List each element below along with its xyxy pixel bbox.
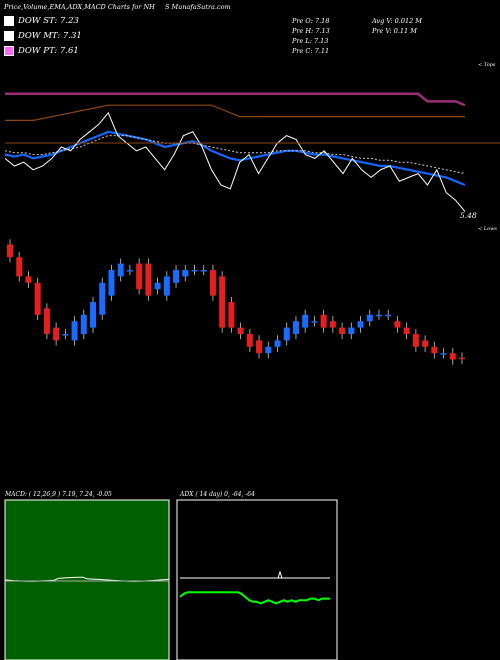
candle-body-40 — [375, 314, 382, 317]
candle-body-26 — [246, 334, 253, 347]
candle-body-27 — [256, 340, 263, 354]
legend-swatch-dow-st — [4, 15, 14, 26]
candle-body-9 — [90, 302, 97, 328]
candle-body-24 — [228, 302, 235, 328]
candle-body-13 — [126, 270, 133, 272]
stat-prev-volume: Pre V: 0.11 M — [372, 27, 417, 35]
candle-body-11 — [108, 270, 115, 296]
macd-panel — [4, 499, 170, 660]
candle-body-18 — [173, 270, 180, 283]
overlay-line-0 — [5, 92, 466, 107]
candle-body-34 — [320, 314, 327, 328]
legend-label-dow-pt: DOW PT: 7.61 — [18, 45, 79, 56]
overlay-line-4 — [4, 111, 466, 212]
candle-body-36 — [339, 327, 346, 334]
price-label: 5.48 — [460, 211, 477, 220]
candle-body-0 — [7, 244, 13, 258]
stat-prev-low: Pre L: 7.13 — [292, 37, 329, 45]
candle-body-47 — [440, 353, 447, 355]
candle-body-49 — [459, 357, 465, 360]
candle-body-28 — [265, 346, 272, 354]
tops-annotation: < Tops — [478, 62, 496, 68]
stat-avg-volume: Avg V: 0.012 M — [372, 17, 422, 25]
candle-body-6 — [62, 334, 69, 336]
candle-body-39 — [366, 314, 373, 322]
ema-overlay-layer — [4, 92, 500, 212]
macd-panel-bg — [4, 499, 170, 660]
chart-title: Price,Volume,EMA,ADX,MACD Charts for NH — [4, 3, 155, 11]
candle-body-30 — [283, 327, 290, 341]
legend-swatch-dow-pt — [4, 45, 14, 56]
adx-spike — [277, 570, 283, 579]
candle-body-46 — [431, 346, 438, 354]
adx-panel-bg — [176, 499, 338, 660]
candle-body-41 — [385, 314, 392, 317]
candle-body-7 — [71, 321, 78, 341]
chart-source: S MunafaSutra.com — [165, 3, 231, 11]
candle-body-8 — [80, 314, 87, 334]
candle-body-42 — [394, 321, 401, 328]
candle-body-1 — [16, 257, 23, 277]
candle-body-3 — [34, 282, 41, 315]
candle-body-25 — [237, 327, 244, 334]
candle-body-23 — [219, 276, 226, 328]
candle-body-43 — [403, 327, 410, 334]
legend-dow-st: DOW ST: 7.23 — [4, 14, 79, 27]
overlay-line-1 — [5, 104, 465, 122]
candlestick-layer — [7, 239, 465, 365]
candle-body-31 — [292, 321, 299, 334]
candle-body-15 — [145, 263, 152, 296]
overlay-line-2 — [4, 130, 466, 187]
candle-body-38 — [357, 321, 364, 328]
legend-dow-pt: DOW PT: 7.61 — [4, 44, 79, 57]
candle-body-12 — [117, 263, 124, 277]
candle-body-16 — [154, 282, 161, 290]
stat-prev-high: Pre H: 7.13 — [292, 27, 330, 35]
candle-body-21 — [200, 270, 207, 272]
legend-label-dow-mt: DOW MT: 7.31 — [18, 30, 82, 41]
overlay-line-3 — [4, 135, 466, 175]
candle-body-10 — [99, 282, 106, 315]
candle-body-2 — [25, 276, 32, 283]
candle-body-33 — [311, 321, 318, 323]
candle-body-48 — [449, 353, 456, 360]
candle-body-35 — [329, 321, 336, 328]
candle-body-29 — [274, 340, 281, 347]
legend-label-dow-st: DOW ST: 7.23 — [18, 15, 79, 26]
candle-body-32 — [302, 314, 309, 328]
candle-body-37 — [348, 327, 355, 334]
adx-title: ADX ( 14 day) 0, -64, -64 — [180, 491, 255, 498]
candle-body-19 — [182, 270, 189, 277]
macd-title: MACD: ( 12,26,9 ) 7.19, 7.24, -0.05 — [5, 491, 112, 498]
adx-panel — [176, 499, 338, 660]
candle-body-44 — [412, 334, 419, 347]
candle-body-14 — [136, 263, 143, 290]
legend-swatch-dow-mt — [4, 30, 14, 41]
candle-body-22 — [209, 270, 216, 296]
candle-body-20 — [191, 270, 198, 272]
candle-body-45 — [422, 340, 429, 347]
stat-prev-open: Pre O: 7.18 — [292, 17, 330, 25]
candle-body-4 — [43, 308, 50, 334]
candle-body-17 — [163, 276, 170, 296]
candle-body-5 — [53, 327, 60, 341]
legend-dow-mt: DOW MT: 7.31 — [4, 29, 82, 42]
lows-annotation: < Lows — [478, 226, 497, 232]
stat-prev-close: Pre C: 7.11 — [292, 47, 330, 55]
adx-green-line — [179, 591, 330, 605]
